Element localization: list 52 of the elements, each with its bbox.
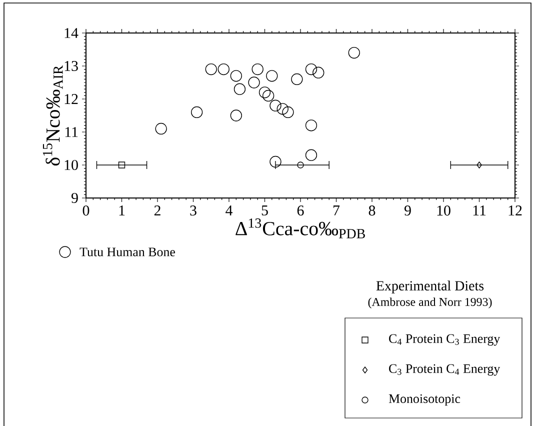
legend-label: Tutu Human Bone xyxy=(80,248,176,256)
x-tick-label: 10 xyxy=(437,206,450,216)
point xyxy=(276,103,288,115)
legend-title: Experimental Diets xyxy=(376,280,484,294)
point xyxy=(262,90,274,102)
point xyxy=(305,120,318,132)
point xyxy=(266,70,278,82)
y-axis-title: δ$^{15}$Nco‰$_{AIR}$ xyxy=(42,65,63,166)
x-tick-label: 9 xyxy=(404,206,411,216)
x-tick-label: 6 xyxy=(297,206,304,216)
point xyxy=(205,63,217,76)
y-tick-label: 11 xyxy=(65,127,78,137)
y-tick-label: 13 xyxy=(64,60,78,72)
point xyxy=(348,46,360,59)
point xyxy=(248,76,260,88)
point xyxy=(155,122,167,135)
x-tick-label: 0 xyxy=(82,206,90,216)
point xyxy=(270,156,282,168)
legend-label: C$_{3}$ Protein C$_{4}$ Energy xyxy=(389,364,500,376)
point xyxy=(297,162,304,168)
point xyxy=(282,106,294,118)
point xyxy=(305,149,318,161)
x-tick-label: 3 xyxy=(190,206,196,216)
legend-label: C$_{4}$ Protein C$_{3}$ Energy xyxy=(389,334,500,346)
x-axis-title: Δ$^{13}$Cca-co‰$_{PDB}$ xyxy=(236,218,365,238)
point xyxy=(312,66,324,78)
point xyxy=(476,162,482,168)
point xyxy=(258,86,271,98)
x-tick-label: 2 xyxy=(154,206,160,216)
point xyxy=(230,70,242,82)
x-tick-label: 1 xyxy=(119,206,125,216)
y-tick-label: 10 xyxy=(64,160,78,170)
point xyxy=(234,83,246,95)
point xyxy=(291,73,303,86)
point xyxy=(252,63,264,76)
y-tick-label: 14 xyxy=(64,28,78,38)
x-tick-label: 12 xyxy=(508,206,522,216)
x-tick-label: 7 xyxy=(334,206,340,216)
point xyxy=(270,100,282,112)
y-tick-label: 12 xyxy=(64,94,78,104)
point xyxy=(305,63,318,76)
y-tick-label: 9 xyxy=(72,192,78,204)
x-tick-label: 4 xyxy=(226,206,232,216)
legend-label: Monoisotopic xyxy=(388,394,460,406)
x-tick-label: 11 xyxy=(473,206,486,216)
x-tick-label: 5 xyxy=(262,206,268,216)
point xyxy=(191,106,203,118)
point xyxy=(230,110,242,122)
x-tick-label: 8 xyxy=(368,206,376,216)
point xyxy=(218,63,230,76)
text: (Ambrose and Norr 1993) xyxy=(368,298,492,308)
point xyxy=(118,162,126,168)
